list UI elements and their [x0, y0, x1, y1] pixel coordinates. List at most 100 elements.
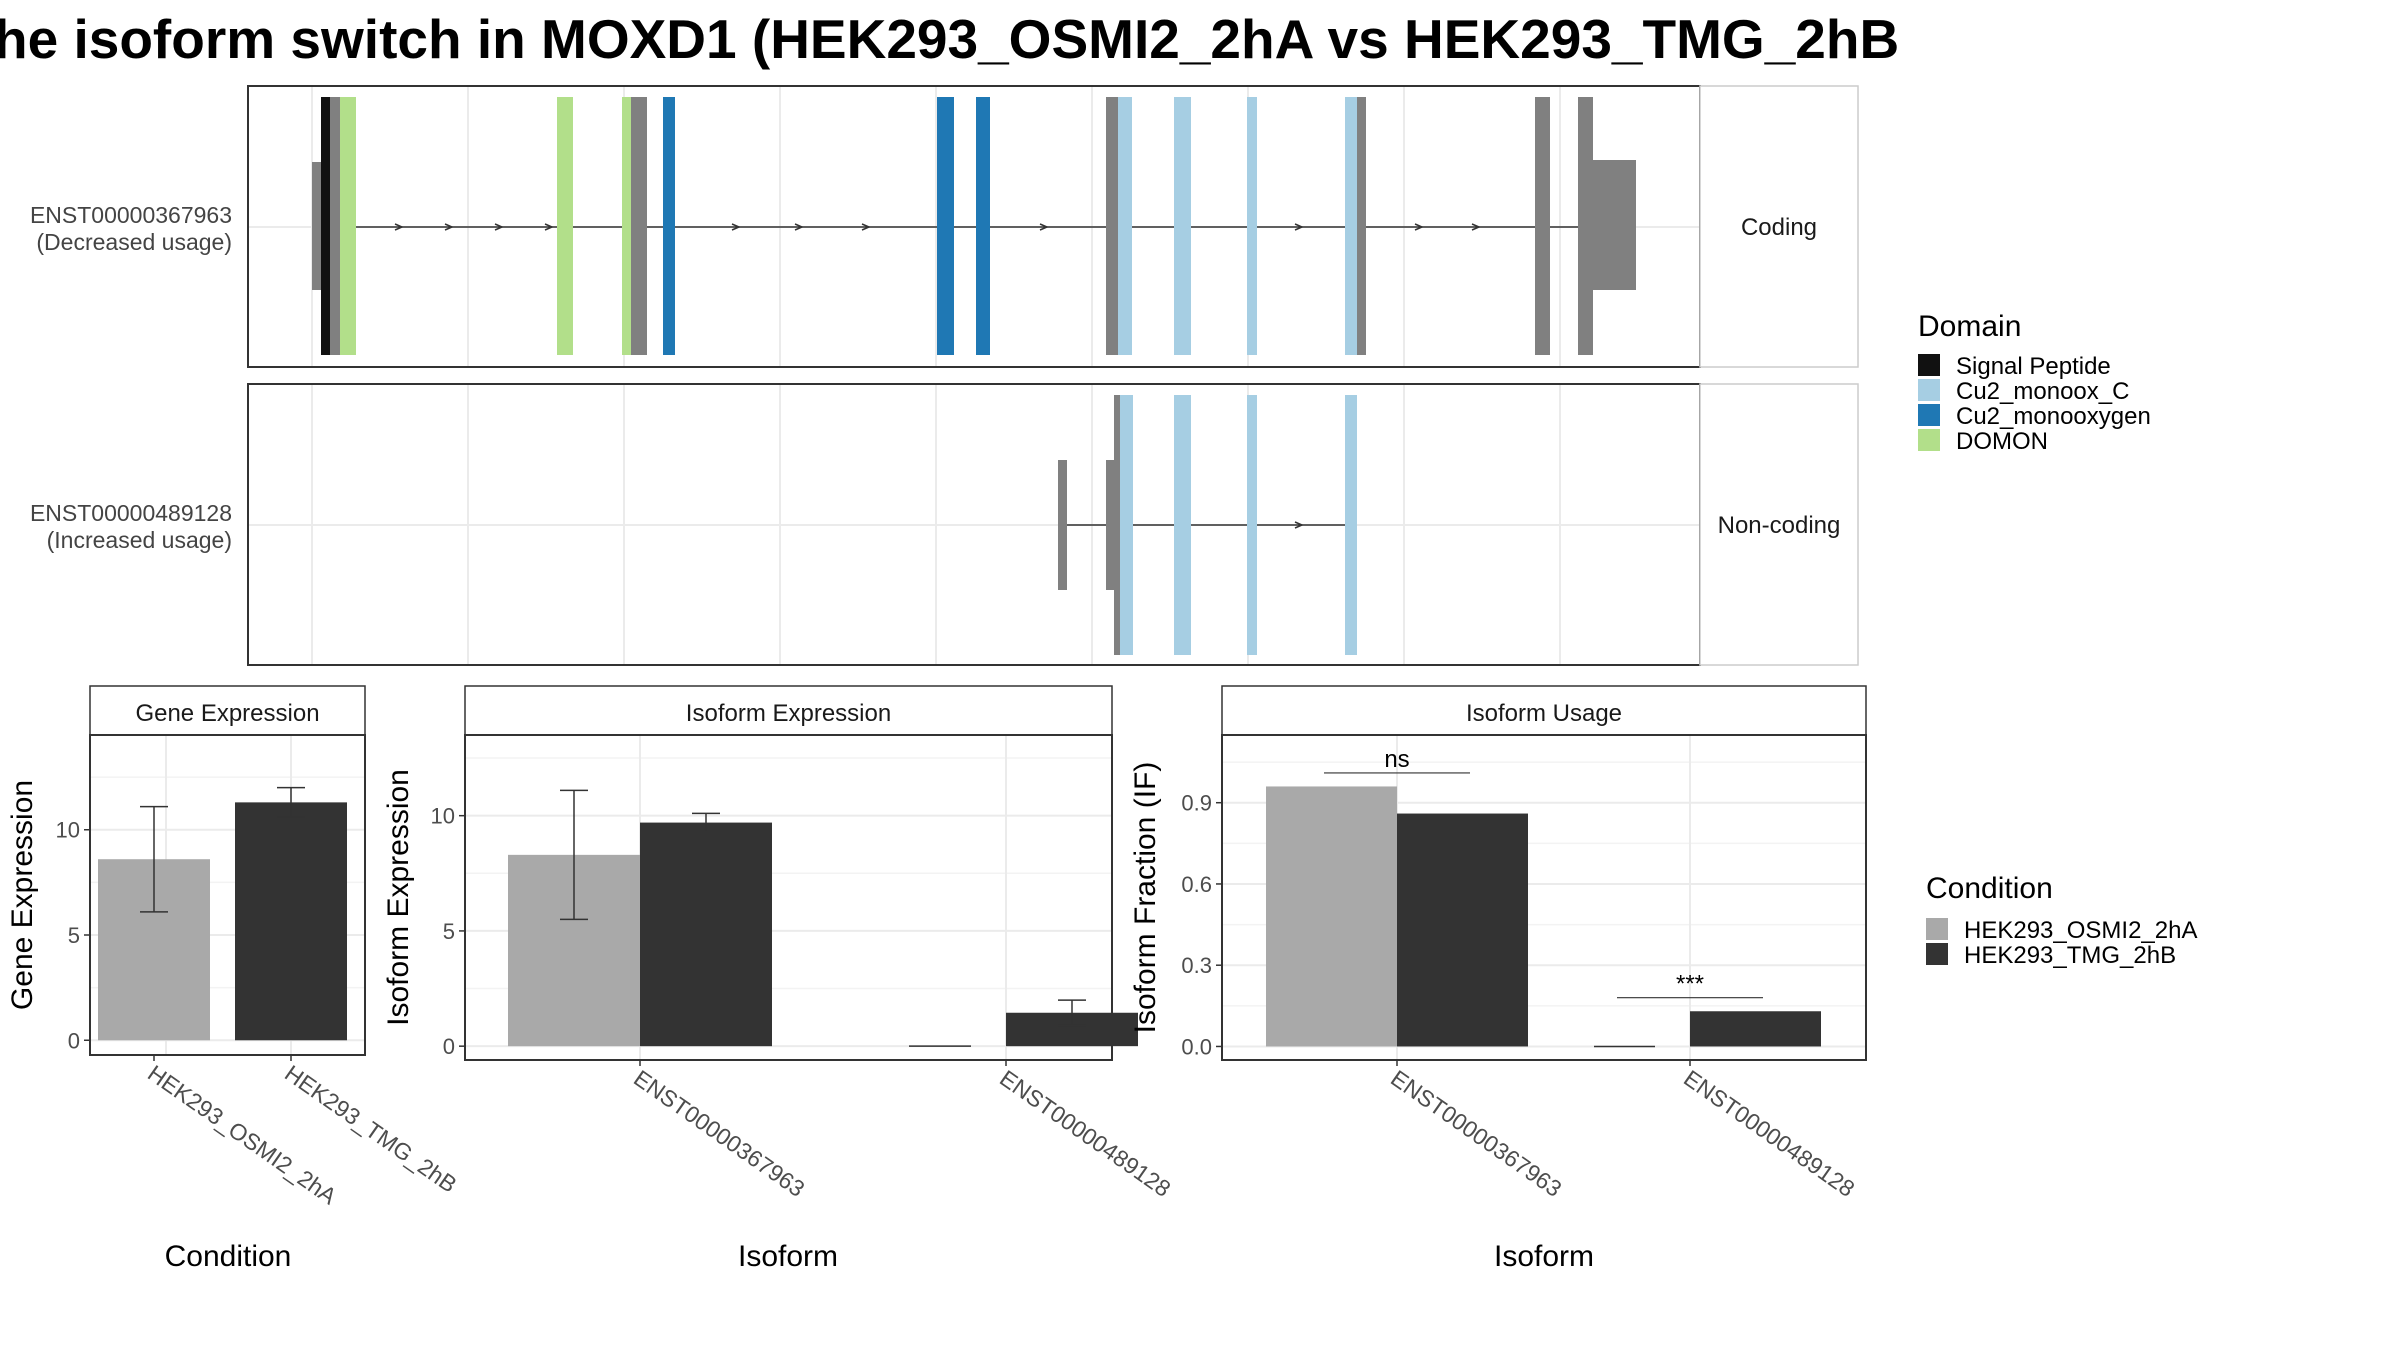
- domain-block: [321, 97, 330, 355]
- significance-label: ns: [1384, 746, 1409, 773]
- exon-block: [1357, 97, 1366, 355]
- exon-block: [312, 162, 321, 290]
- y-axis-title: Isoform Fraction (IF): [1129, 762, 1162, 1034]
- domain-block: [557, 97, 573, 355]
- plot-border: [89, 734, 366, 1056]
- x-tick-label: ENST00000367963: [1386, 1065, 1566, 1202]
- isoform-expression-chart: Isoform Expression 0 5 10 ENST00000367963 ENS…: [382, 685, 1176, 1273]
- intron-arrow: [1294, 521, 1304, 529]
- domain-legend-title: Domain: [1918, 310, 2021, 343]
- exon-block: [1535, 97, 1550, 355]
- legend-label-condition-b: HEK293_TMG_2hB: [1964, 942, 2176, 969]
- domain-block: [1247, 395, 1257, 655]
- legend-swatch-domon: [1918, 429, 1940, 451]
- bar: [1266, 786, 1397, 1047]
- domain-block: [1247, 97, 1257, 355]
- bar: [235, 802, 347, 1041]
- y-tick-label: 5: [443, 919, 455, 944]
- intron-arrow: [444, 223, 454, 231]
- condition-legend: Condition HEK293_OSMI2_2hA HEK293_TMG_2h…: [1926, 872, 2197, 969]
- plot-border: [464, 734, 1113, 1061]
- y-tick-label: 0.9: [1181, 791, 1212, 816]
- x-tick-label: ENST00000367963: [629, 1065, 809, 1202]
- x-axis-title: Isoform: [1494, 1240, 1594, 1273]
- domain-block: [1345, 97, 1357, 355]
- domain-block: [1118, 97, 1132, 355]
- isoform-usage-chart: Isoform Usage ns *** 0.0 0.3 0.6 0.9 ENST000003…: [1129, 685, 1867, 1273]
- plot-border: [1221, 734, 1867, 1061]
- y-tick-label: 0: [443, 1034, 455, 1059]
- transcript-usage-label: (Decreased usage): [36, 229, 232, 255]
- intron-arrow: [1294, 223, 1304, 231]
- domain-block: [340, 97, 356, 355]
- exon-block: [1114, 395, 1120, 655]
- panel-strip: [89, 685, 366, 736]
- x-axis-title: Condition: [165, 1240, 292, 1273]
- y-tick-label: 0.3: [1181, 953, 1212, 978]
- domain-block: [976, 97, 990, 355]
- domain-block: [622, 97, 631, 355]
- intron-arrow: [731, 223, 741, 231]
- y-axis-title: Isoform Expression: [382, 769, 415, 1026]
- exon-block: [1593, 160, 1636, 290]
- y-tick-label: 5: [68, 923, 80, 948]
- transcript-id-label: ENST00000489128: [30, 500, 232, 526]
- intron-arrow: [544, 223, 554, 231]
- intron-arrow: [861, 223, 871, 231]
- domain-block: [1174, 97, 1191, 355]
- exon-block: [1106, 460, 1116, 590]
- legend-swatch-cu2-monoox-c: [1918, 379, 1940, 401]
- domain-block: [1120, 395, 1133, 655]
- exon-block: [1106, 97, 1118, 355]
- bar: [640, 822, 772, 1047]
- intron-arrow: [1039, 223, 1049, 231]
- intron-arrow: [394, 223, 404, 231]
- figure-title: he isoform switch in MOXD1 (HEK293_OSMI2…: [0, 8, 1899, 70]
- x-tick-label: ENST00000489128: [995, 1065, 1175, 1202]
- condition-legend-title: Condition: [1926, 872, 2053, 905]
- panel-title: Isoform Expression: [686, 700, 891, 727]
- panel-title: Isoform Usage: [1466, 700, 1622, 727]
- exon-block: [330, 97, 340, 355]
- legend-swatch-condition-b: [1926, 943, 1948, 965]
- x-axis-title: Isoform: [738, 1240, 838, 1273]
- legend-swatch-signal-peptide: [1918, 354, 1940, 376]
- facet-strip-1: [1699, 383, 1859, 666]
- panel-title: Gene Expression: [135, 700, 319, 727]
- legend-label-condition-a: HEK293_OSMI2_2hA: [1964, 917, 2197, 944]
- significance-label: ***: [1676, 971, 1704, 998]
- legend-label-cu2-monoox-c: Cu2_monoox_C: [1956, 378, 2129, 405]
- facet-strip-0: [1699, 85, 1859, 368]
- intron-arrow: [794, 223, 804, 231]
- domain-block: [1174, 395, 1191, 655]
- legend-label-domon: DOMON: [1956, 428, 2048, 455]
- legend-swatch-condition-a: [1926, 918, 1948, 940]
- transcript-usage-label: (Increased usage): [47, 527, 232, 553]
- y-tick-label: 10: [431, 804, 455, 829]
- y-tick-label: 0.0: [1181, 1034, 1212, 1059]
- domain-block: [937, 97, 954, 355]
- y-tick-label: 0: [68, 1028, 80, 1053]
- panel-strip: [464, 685, 1113, 736]
- panel-strip: [1221, 685, 1867, 736]
- legend-label-signal-peptide: Signal Peptide: [1956, 353, 2111, 380]
- transcript-structure-panel: Coding ENST00000367963(Decreased usage) No…: [30, 85, 1859, 666]
- intron-arrow: [1471, 223, 1481, 231]
- legend-label-cu2-monooxygen: Cu2_monooxygen: [1956, 403, 2151, 430]
- bar: [1690, 1011, 1821, 1047]
- legend-swatch-cu2-monooxygen: [1918, 404, 1940, 426]
- bar: [1397, 813, 1528, 1047]
- y-axis-title: Gene Expression: [6, 780, 39, 1010]
- domain-block: [663, 97, 675, 355]
- transcript-id-label: ENST00000367963: [30, 202, 232, 228]
- domain-block: [1345, 395, 1357, 655]
- exon-block: [1058, 460, 1067, 590]
- y-tick-label: 10: [56, 818, 80, 843]
- domain-legend: Domain Signal Peptide Cu2_monoox_C Cu2_m…: [1918, 310, 2151, 455]
- facet-label: Coding: [1741, 214, 1817, 241]
- intron-arrow: [1414, 223, 1424, 231]
- intron-arrow: [494, 223, 504, 231]
- x-tick-label: ENST00000489128: [1679, 1065, 1859, 1202]
- exon-block: [1578, 97, 1593, 355]
